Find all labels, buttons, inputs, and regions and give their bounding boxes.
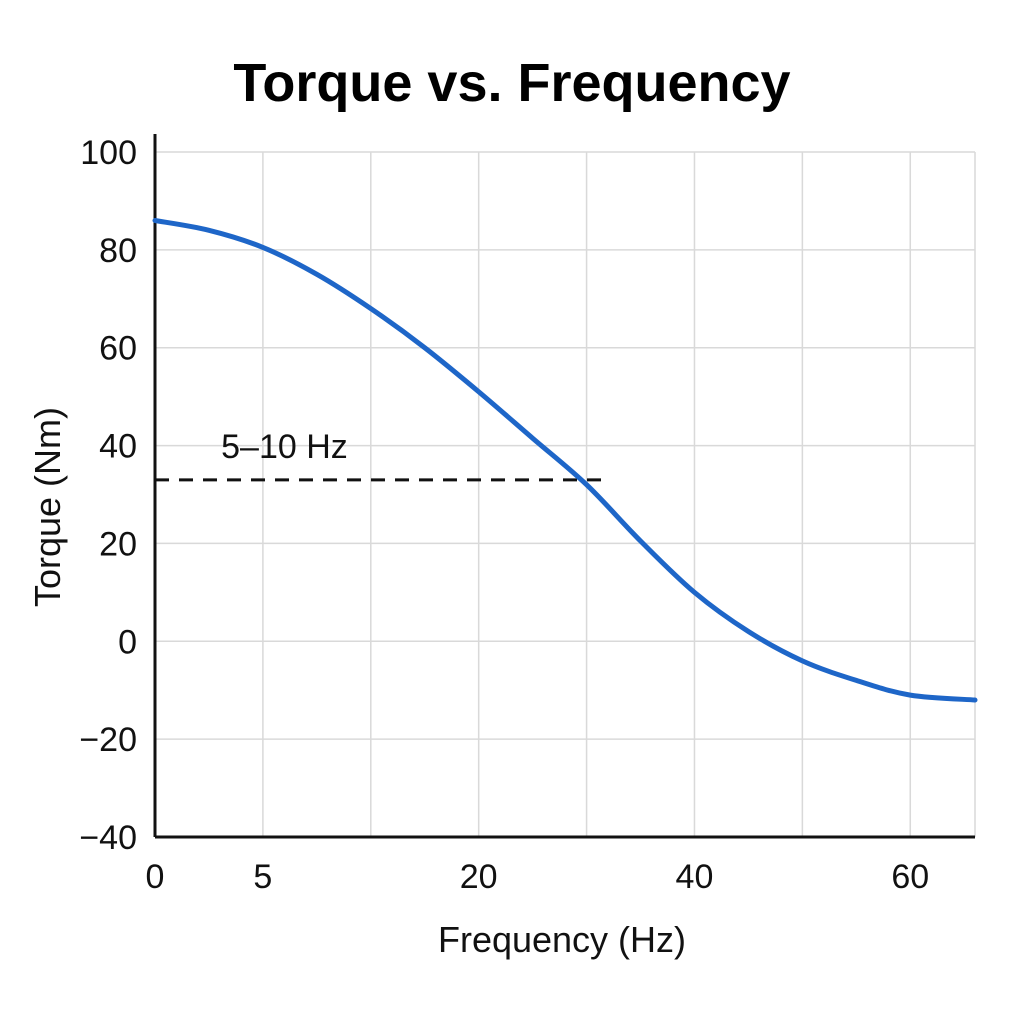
x-tick-labels: 0 5 20 40 60 bbox=[146, 858, 930, 896]
y-tick-label: 40 bbox=[99, 428, 137, 466]
y-tick-label: 20 bbox=[99, 525, 137, 563]
chart-title: Torque vs. Frequency bbox=[233, 53, 791, 113]
annotations: 5–10 Hz bbox=[155, 428, 609, 482]
y-tick-label: −40 bbox=[79, 819, 137, 857]
y-tick-label: 60 bbox=[99, 330, 137, 368]
series-line bbox=[152, 218, 978, 703]
x-tick-label: 40 bbox=[676, 858, 714, 896]
series-lines bbox=[152, 218, 978, 703]
x-tick-label: 60 bbox=[891, 858, 929, 896]
y-tick-label: −20 bbox=[79, 721, 137, 759]
y-axis-label: Torque (Nm) bbox=[27, 407, 68, 607]
x-axis-label: Frequency (Hz) bbox=[438, 919, 686, 960]
y-tick-label: 100 bbox=[80, 134, 137, 172]
y-tick-label: 0 bbox=[118, 623, 137, 661]
x-tick-label: 5 bbox=[253, 858, 272, 896]
y-tick-label: 80 bbox=[99, 232, 137, 270]
axes bbox=[153, 134, 975, 839]
x-tick-label: 20 bbox=[460, 858, 498, 896]
grid bbox=[154, 151, 976, 838]
y-tick-labels: 100 80 60 40 20 0 −20 −40 bbox=[79, 134, 137, 857]
x-tick-label: 0 bbox=[146, 858, 165, 896]
annotation-label: 5–10 Hz bbox=[221, 428, 348, 466]
